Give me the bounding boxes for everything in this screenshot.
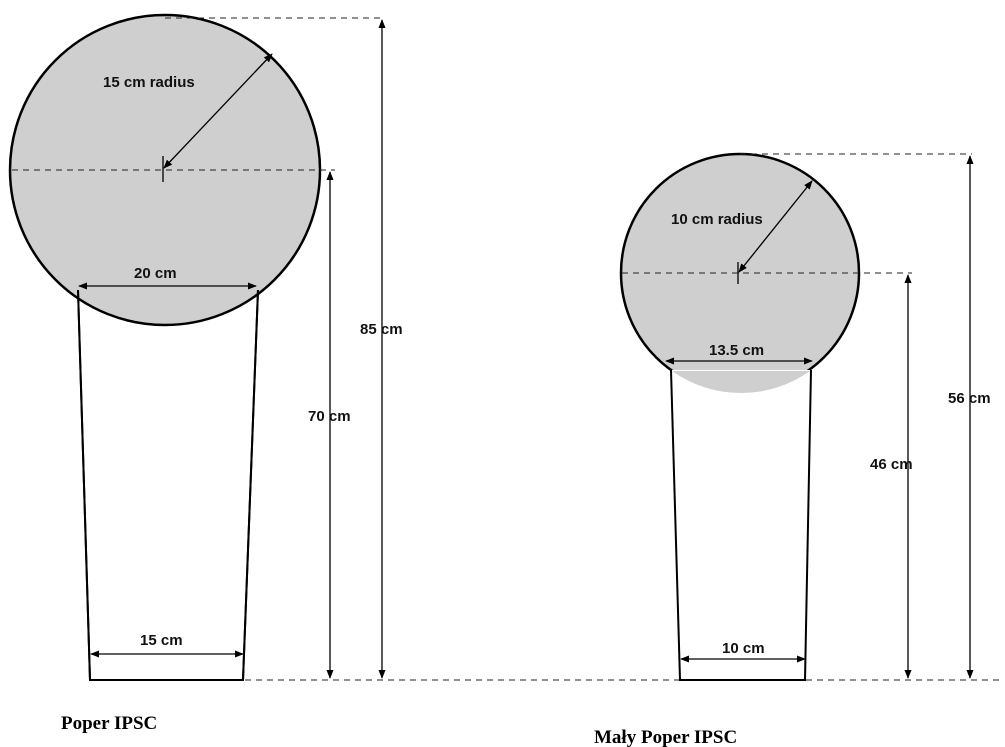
mini-popper-body-sides <box>670 369 812 681</box>
popper-body-sides <box>77 289 259 681</box>
mini-popper-base-width-label: 10 cm <box>722 640 765 657</box>
mini-popper-total-height-label: 56 cm <box>948 390 991 407</box>
mini-popper-plate-overlap <box>672 371 810 394</box>
popper-radius-arrow <box>163 53 273 169</box>
popper-center-height-label: 70 cm <box>308 408 351 425</box>
popper-radius-label: 15 cm radius <box>103 74 195 91</box>
mini-popper-plate-width-label: 13.5 cm <box>709 342 764 359</box>
mini-popper-radius-label: 10 cm radius <box>671 211 763 228</box>
popper-body <box>77 289 259 681</box>
popper-ipsc: 15 cm radius 20 cm 15 cm 70 cm 85 cm Pop… <box>8 13 403 734</box>
popper-base-width-label: 15 cm <box>140 632 183 649</box>
mini-popper-ipsc: 10 cm radius 13.5 cm 10 cm 46 cm 56 cm M… <box>594 152 991 747</box>
mini-popper-center-height-label: 46 cm <box>870 456 913 473</box>
popper-caption: Poper IPSC <box>61 713 157 734</box>
popper-plate-overlap <box>79 292 257 321</box>
popper-total-height-label: 85 cm <box>360 321 403 338</box>
mini-popper-radius-arrow <box>738 180 813 273</box>
mini-popper-caption: Mały Poper IPSC <box>594 727 737 747</box>
popper-plate-width-label: 20 cm <box>134 265 177 282</box>
mini-popper-body-fill <box>671 370 811 680</box>
